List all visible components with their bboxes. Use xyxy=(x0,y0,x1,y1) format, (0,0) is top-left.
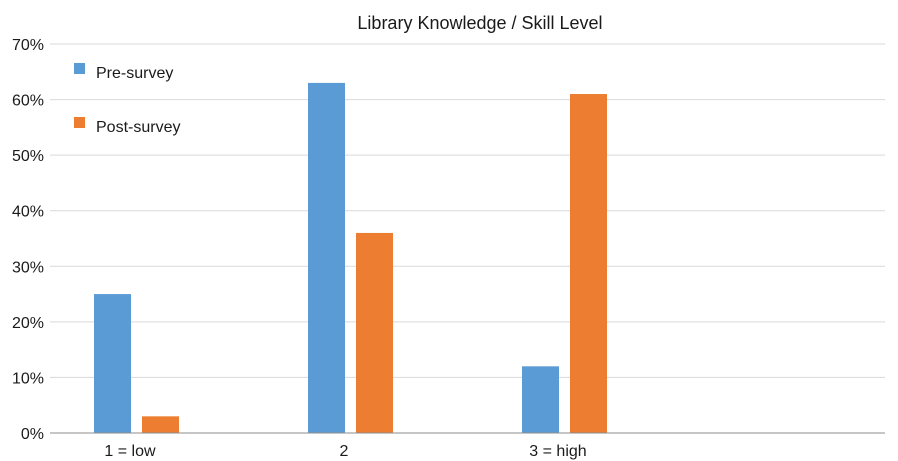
gridlines xyxy=(50,43,885,378)
x-axis-ticks: 1 = low 2 3 = high xyxy=(104,443,586,460)
bar-post-survey-1 xyxy=(142,416,179,433)
chart-title: Library Knowledge / Skill Level xyxy=(357,13,602,33)
x-tick-label: 2 xyxy=(340,443,349,460)
y-tick-label: 60% xyxy=(12,93,44,110)
y-tick-label: 50% xyxy=(12,148,44,165)
y-tick-label: 20% xyxy=(12,315,44,332)
bar-pre-survey-2 xyxy=(308,82,345,434)
x-tick-label: 1 = low xyxy=(104,443,156,460)
y-tick-label: 40% xyxy=(12,204,44,221)
y-tick-label: 0% xyxy=(21,426,44,443)
y-tick-label: 30% xyxy=(12,259,44,276)
bar-pre-survey-3 xyxy=(522,366,559,433)
legend-label-post-survey: Post-survey xyxy=(96,119,180,136)
legend: Pre-survey Post-survey xyxy=(74,63,180,136)
y-tick-label: 10% xyxy=(12,370,44,387)
legend-swatch-post-survey xyxy=(74,117,85,128)
bar-pre-survey-1 xyxy=(94,294,131,433)
y-axis-ticks: 0% 10% 20% 30% 40% 50% 60% 70% xyxy=(12,37,44,443)
bar-post-survey-3 xyxy=(570,94,607,433)
legend-label-pre-survey: Pre-survey xyxy=(96,65,173,82)
x-tick-label: 3 = high xyxy=(529,443,586,460)
bar-post-survey-2 xyxy=(356,232,393,433)
bars xyxy=(94,82,607,434)
y-tick-label: 70% xyxy=(12,37,44,54)
legend-swatch-pre-survey xyxy=(74,63,85,74)
